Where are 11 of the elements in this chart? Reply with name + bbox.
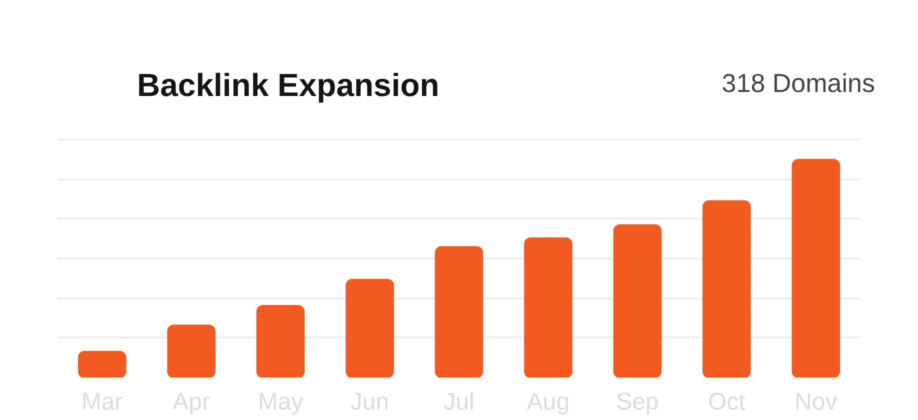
chart-title: Backlink Expansion — [137, 66, 440, 105]
bar — [434, 246, 484, 378]
text: 318 Domains — [722, 67, 875, 100]
bar — [167, 324, 216, 378]
bar — [702, 200, 751, 378]
bar — [613, 224, 662, 378]
bar — [78, 350, 126, 378]
bar — [346, 278, 394, 378]
bar — [256, 305, 305, 378]
bar — [524, 237, 572, 378]
bar — [792, 158, 840, 378]
